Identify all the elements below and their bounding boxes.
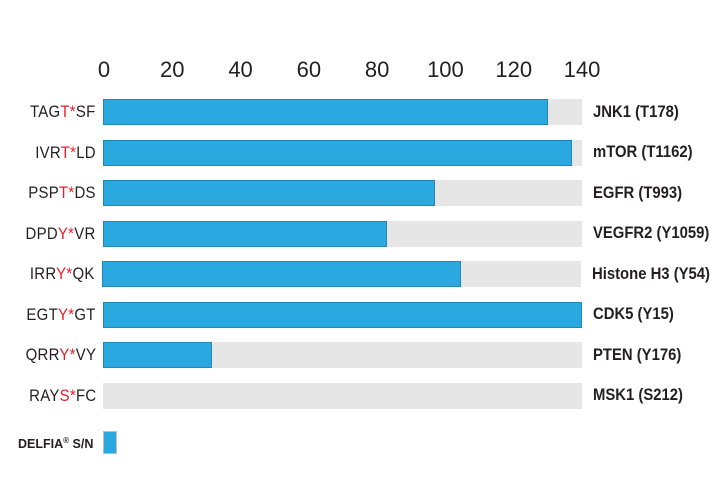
peptide-suffix: GT xyxy=(74,304,96,324)
phospho-residue: T* xyxy=(60,142,77,162)
peptide-suffix: DS xyxy=(74,183,96,203)
phospho-residue: Y* xyxy=(56,264,73,284)
bar-track xyxy=(103,220,582,247)
bar-fill xyxy=(101,261,462,288)
peptide-prefix: IVR xyxy=(35,142,61,162)
peptide-label: DPDY*VR xyxy=(0,224,103,244)
axis-tick: 20 xyxy=(160,57,185,82)
axis-tick: 80 xyxy=(364,57,390,82)
legend-suffix: S/N xyxy=(69,437,94,452)
bar-fill xyxy=(103,139,572,166)
legend-label: DELFIA® S/N xyxy=(18,436,93,451)
peptide-suffix: VR xyxy=(74,223,96,243)
axis-tick: 40 xyxy=(228,57,253,82)
x-axis: 0 20 40 60 80 100 120 140 xyxy=(98,56,600,84)
kinase-label: MSK1 (S212) xyxy=(593,386,683,405)
peptide-prefix: IRR xyxy=(30,264,57,284)
bar-fill xyxy=(103,180,435,207)
bar-row: IRRY*QK Histone H3 (Y54) xyxy=(0,254,723,295)
axis-tick: 100 xyxy=(427,57,464,82)
bar-row: QRRY*VY PTEN (Y176) xyxy=(0,335,723,376)
bar-rows: TAGT*SF JNK1 (T178) IVRT*LD mTOR (T1162)… xyxy=(0,92,723,416)
bar-track xyxy=(103,180,582,207)
peptide-label: TAGT*SF xyxy=(0,102,103,122)
bar-track xyxy=(103,301,582,328)
peptide-label: QRRY*VY xyxy=(0,345,103,365)
peptide-suffix: FC xyxy=(75,385,96,405)
bar-row: TAGT*SF JNK1 (T178) xyxy=(0,92,723,133)
bar-fill xyxy=(103,342,213,369)
kinase-label: CDK5 (Y15) xyxy=(593,305,674,324)
kinase-label: mTOR (T1162) xyxy=(593,143,693,162)
bar-row: PSPT*DS EGFR (T993) xyxy=(0,173,723,214)
kinase-label: PTEN (Y176) xyxy=(593,345,682,364)
peptide-label: EGTY*GT xyxy=(0,305,103,325)
bar-track xyxy=(103,139,582,166)
peptide-prefix: DPD xyxy=(25,223,59,243)
phospho-residue: T* xyxy=(59,183,75,203)
kinase-label: VEGFR2 (Y1059) xyxy=(593,224,710,243)
axis-tick: 120 xyxy=(495,57,533,82)
legend-brand: DELFIA xyxy=(18,437,64,452)
peptide-suffix: QK xyxy=(72,264,95,284)
peptide-label: IRRY*QK xyxy=(0,264,102,284)
axis-tick: 60 xyxy=(296,57,322,82)
peptide-prefix: TAG xyxy=(30,102,61,122)
peptide-prefix: PSP xyxy=(28,183,60,203)
bar-fill xyxy=(103,301,582,328)
bar-fill xyxy=(103,220,387,247)
phospho-residue: Y* xyxy=(58,304,75,324)
phospho-residue: Y* xyxy=(58,223,75,243)
bar-row: DPDY*VR VEGFR2 (Y1059) xyxy=(0,214,723,255)
bar-track xyxy=(103,342,582,369)
bar-row: EGTY*GT CDK5 (Y15) xyxy=(0,295,723,336)
bar-row: RAYS*FC MSK1 (S212) xyxy=(0,376,723,417)
kinase-label: JNK1 (T178) xyxy=(593,102,679,121)
kinase-label: EGFR (T993) xyxy=(593,183,683,202)
phospho-residue: Y* xyxy=(59,345,76,365)
peptide-label: RAYS*FC xyxy=(0,386,103,406)
phospho-residue: S* xyxy=(59,385,76,405)
axis-tick: 0 xyxy=(97,57,111,82)
bar-track xyxy=(103,99,582,126)
bar-track xyxy=(101,261,581,288)
bar-row: IVRT*LD mTOR (T1162) xyxy=(0,133,723,174)
peptide-prefix: QRR xyxy=(25,345,60,365)
bar-track xyxy=(103,382,582,409)
axis-tick: 140 xyxy=(563,57,601,82)
peptide-label: PSPT*DS xyxy=(0,183,103,203)
kinase-label: Histone H3 (Y54) xyxy=(591,264,710,283)
peptide-label: IVRT*LD xyxy=(0,143,103,163)
bar-fill xyxy=(103,99,548,126)
registered-mark: ® xyxy=(63,436,70,445)
peptide-suffix: SF xyxy=(76,102,96,122)
peptide-suffix: VY xyxy=(75,345,96,365)
legend-swatch xyxy=(103,431,117,454)
peptide-prefix: EGT xyxy=(26,304,59,324)
peptide-prefix: RAY xyxy=(28,385,60,405)
phospho-residue: T* xyxy=(60,102,77,122)
peptide-suffix: LD xyxy=(76,142,96,162)
